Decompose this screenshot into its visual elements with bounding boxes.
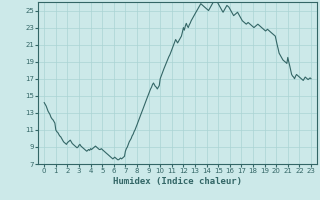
X-axis label: Humidex (Indice chaleur): Humidex (Indice chaleur) [113,177,242,186]
